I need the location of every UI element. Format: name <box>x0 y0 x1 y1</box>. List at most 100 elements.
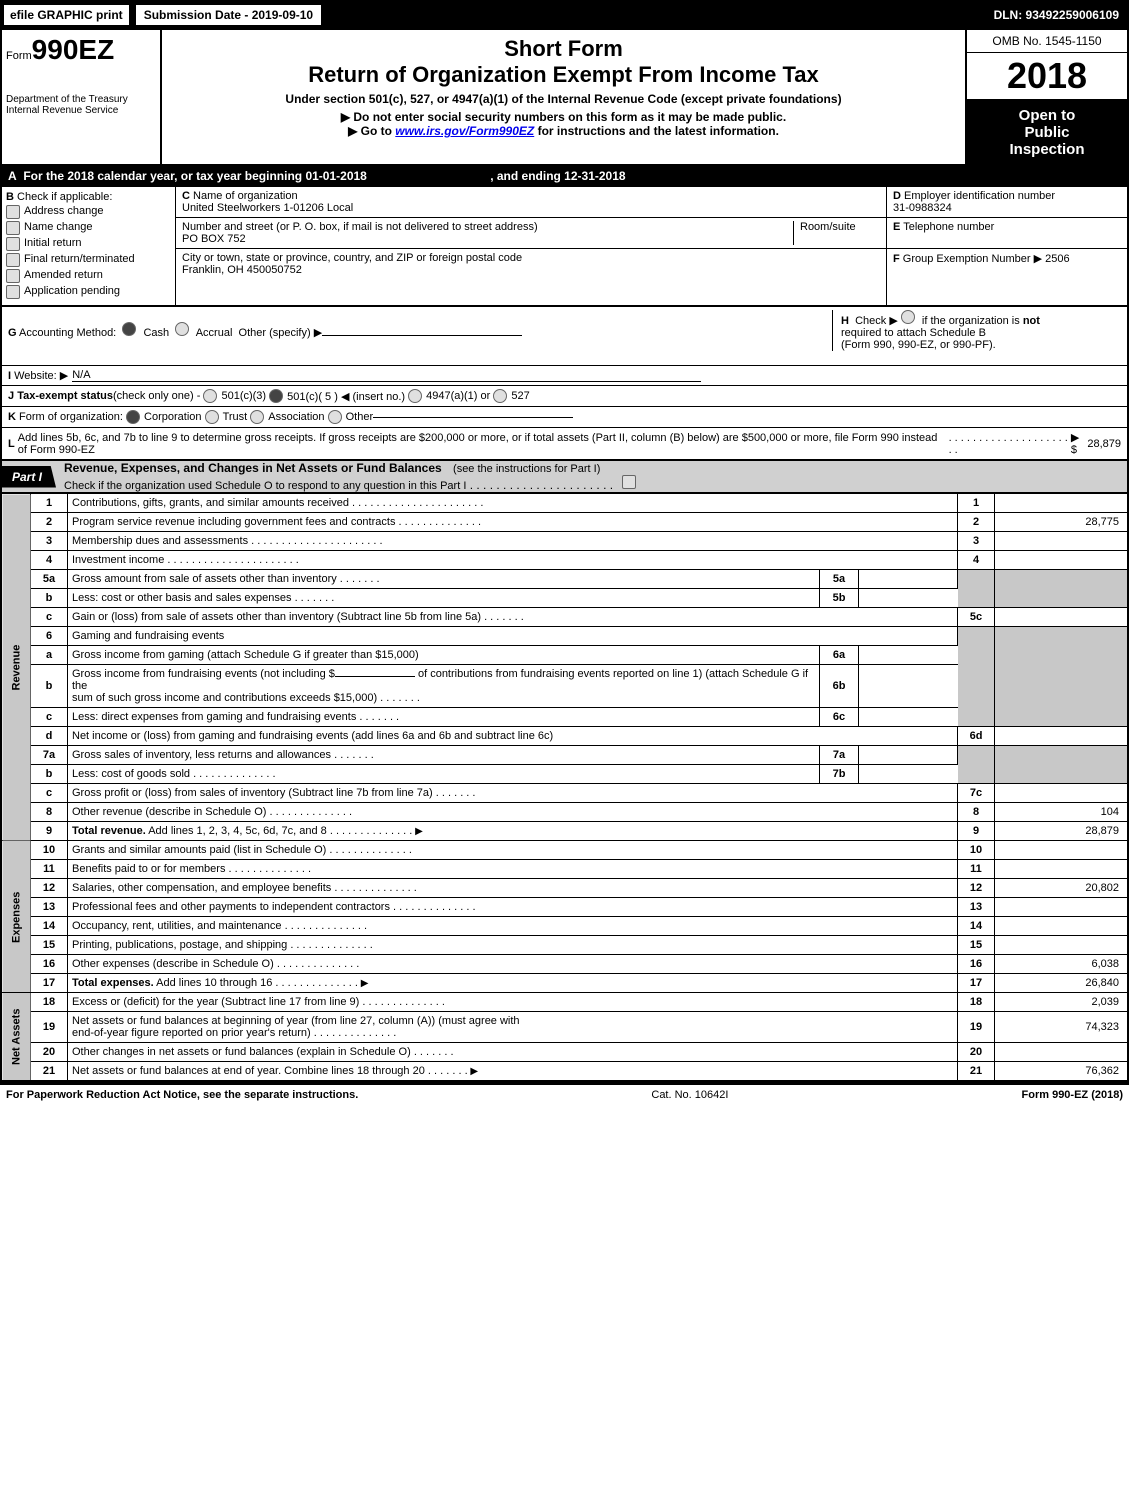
row-5a: 5a Gross amount from sale of assets othe… <box>2 570 1127 589</box>
val-7c <box>995 784 1128 803</box>
form-header: Form990EZ Department of the Treasury Int… <box>2 30 1127 166</box>
row-18: Net Assets 18 Excess or (deficit) for th… <box>2 993 1127 1012</box>
info-grid: B Check if applicable: Address change Na… <box>2 187 1127 307</box>
val-6c <box>859 708 958 727</box>
dln-number: DLN: 93492259006109 <box>994 8 1125 22</box>
val-12: 20,802 <box>995 879 1128 898</box>
gross-receipts-value: 28,879 <box>1087 438 1121 450</box>
val-11 <box>995 860 1128 879</box>
val-6d <box>995 727 1128 746</box>
val-3 <box>995 532 1128 551</box>
chk-schedule-b[interactable] <box>901 310 915 324</box>
row-20: 20 Other changes in net assets or fund b… <box>2 1043 1127 1062</box>
val-16: 6,038 <box>995 955 1128 974</box>
arrow-icon <box>412 825 422 837</box>
chk-name-change[interactable]: Name change <box>6 221 171 235</box>
form-ref: Form 990-EZ (2018) <box>1022 1089 1123 1101</box>
other-org-input[interactable] <box>373 417 573 418</box>
radio-corp-icon[interactable] <box>126 410 140 424</box>
row-2: 2 Program service revenue including gove… <box>2 513 1127 532</box>
row-7c: c Gross profit or (loss) from sales of i… <box>2 784 1127 803</box>
row-6: 6 Gaming and fundraising events <box>2 627 1127 646</box>
row-a: A For the 2018 calendar year, or tax yea… <box>2 166 1127 187</box>
val-21: 76,362 <box>995 1062 1128 1081</box>
checkbox-icon <box>6 237 20 251</box>
top-bar: efile GRAPHIC print Submission Date - 20… <box>0 0 1129 30</box>
form-number: 990EZ <box>32 34 115 65</box>
val-19: 74,323 <box>995 1012 1128 1043</box>
netassets-side-label: Net Assets <box>2 993 31 1081</box>
row-4: 4 Investment income 4 <box>2 551 1127 570</box>
radio-other-icon[interactable] <box>328 410 342 424</box>
radio-cash-icon[interactable] <box>122 322 136 336</box>
row-9: 9 Total revenue. Add lines 1, 2, 3, 4, 5… <box>2 822 1127 841</box>
val-20 <box>995 1043 1128 1062</box>
header-center: Short Form Return of Organization Exempt… <box>162 30 965 164</box>
chk-amended[interactable]: Amended return <box>6 269 171 283</box>
section-def: D Employer identification number 31-0988… <box>886 187 1127 305</box>
radio-assoc-icon[interactable] <box>250 410 264 424</box>
chk-address-change[interactable]: Address change <box>6 205 171 219</box>
ein-value: 31-0988324 <box>893 202 952 214</box>
omb-number: OMB No. 1545-1150 <box>967 30 1127 53</box>
checkbox-icon <box>6 221 20 235</box>
org-city: Franklin, OH 450050752 <box>182 264 302 276</box>
page-footer: For Paperwork Reduction Act Notice, see … <box>0 1083 1129 1105</box>
row-7a: 7a Gross sales of inventory, less return… <box>2 746 1127 765</box>
chk-initial-return[interactable]: Initial return <box>6 237 171 251</box>
revenue-side-label: Revenue <box>2 494 31 841</box>
val-7a <box>859 746 958 765</box>
radio-trust-icon[interactable] <box>205 410 219 424</box>
part1-title: Revenue, Expenses, and Changes in Net As… <box>56 461 442 475</box>
paperwork-notice: For Paperwork Reduction Act Notice, see … <box>6 1089 358 1101</box>
tax-year: 2018 <box>967 53 1127 101</box>
chk-pending[interactable]: Application pending <box>6 285 171 299</box>
irs-link[interactable]: www.irs.gov/Form990EZ <box>395 124 534 138</box>
row-3: 3 Membership dues and assessments 3 <box>2 532 1127 551</box>
radio-501c-icon[interactable] <box>269 389 283 403</box>
row-10: Expenses 10 Grants and similar amounts p… <box>2 841 1127 860</box>
part1-table: Revenue 1 Contributions, gifts, grants, … <box>2 494 1127 1081</box>
checkbox-icon <box>6 269 20 283</box>
val-10 <box>995 841 1128 860</box>
efile-badge: efile GRAPHIC print <box>4 5 129 25</box>
val-2: 28,775 <box>995 513 1128 532</box>
row-8: 8 Other revenue (describe in Schedule O)… <box>2 803 1127 822</box>
row-1: Revenue 1 Contributions, gifts, grants, … <box>2 494 1127 513</box>
room-suite: Room/suite <box>793 221 880 245</box>
other-specify-input[interactable] <box>322 335 522 336</box>
val-5a <box>859 570 958 589</box>
row-6d: d Net income or (loss) from gaming and f… <box>2 727 1127 746</box>
radio-accrual-icon[interactable] <box>175 322 189 336</box>
ssn-warning: ▶ Do not enter social security numbers o… <box>168 110 959 124</box>
chk-final-return[interactable]: Final return/terminated <box>6 253 171 267</box>
val-13 <box>995 898 1128 917</box>
inspection-badge: Open to Public Inspection <box>967 101 1127 164</box>
section-c: C Name of organization United Steelworke… <box>176 187 886 305</box>
submission-date: Submission Date - 2019-09-10 <box>135 4 322 26</box>
org-name: United Steelworkers 1-01206 Local <box>182 202 353 214</box>
section-b: B Check if applicable: Address change Na… <box>2 187 176 305</box>
checkbox-icon <box>6 253 20 267</box>
val-14 <box>995 917 1128 936</box>
val-7b <box>859 765 958 784</box>
chk-schedule-o[interactable] <box>622 475 636 489</box>
val-6b <box>859 665 958 708</box>
row-k: K Form of organization: Corporation Trus… <box>2 407 1127 428</box>
radio-527-icon[interactable] <box>493 389 507 403</box>
short-form-title: Short Form <box>168 36 959 62</box>
row-13: 13 Professional fees and other payments … <box>2 898 1127 917</box>
part1-header: Part I Revenue, Expenses, and Changes in… <box>2 459 1127 494</box>
radio-501c3-icon[interactable] <box>203 389 217 403</box>
row-i: I Website: ▶ N/A <box>2 366 1127 386</box>
val-17: 26,840 <box>995 974 1128 993</box>
radio-4947-icon[interactable] <box>408 389 422 403</box>
group-exemption-value: 2506 <box>1045 253 1069 265</box>
val-4 <box>995 551 1128 570</box>
val-5b <box>859 589 958 608</box>
dept-irs: Internal Revenue Service <box>6 105 156 116</box>
checkbox-icon <box>6 205 20 219</box>
row-15: 15 Printing, publications, postage, and … <box>2 936 1127 955</box>
website-value: N/A <box>72 369 701 382</box>
part1-tag: Part I <box>2 466 56 488</box>
